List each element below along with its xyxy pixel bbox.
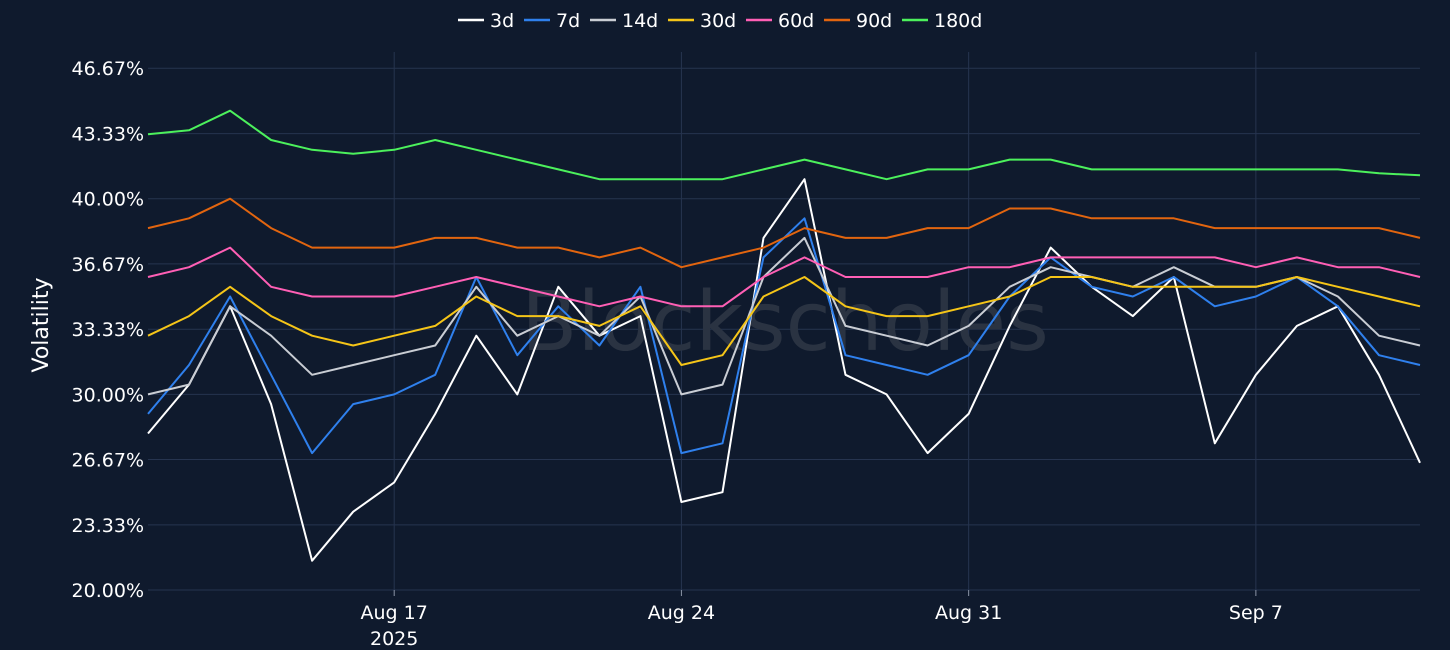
watermark: Blockscholes xyxy=(521,275,1049,370)
legend-label: 7d xyxy=(556,10,580,32)
series-line-180d xyxy=(147,109,1421,181)
series-line-14d xyxy=(147,236,1421,396)
legend-item-90d[interactable]: 90d xyxy=(824,10,892,32)
legend-label: 3d xyxy=(490,10,514,32)
x-tick-label: Aug 24 xyxy=(648,602,715,624)
x-tick-label: Aug 17 xyxy=(361,602,428,624)
legend-item-180d[interactable]: 180d xyxy=(902,10,982,32)
x-axis-ticks: Aug 17 2025 Aug 24 Aug 31 Sep 7 xyxy=(361,590,1283,650)
legend-item-30d[interactable]: 30d xyxy=(668,10,736,32)
y-tick-label: 40.00% xyxy=(72,189,144,211)
y-tick-label: 20.00% xyxy=(72,580,144,602)
legend-item-60d[interactable]: 60d xyxy=(746,10,814,32)
grid-lines xyxy=(148,52,1420,591)
series-line-3d xyxy=(147,178,1421,562)
y-tick-label: 36.67% xyxy=(72,254,144,276)
x-tick-year-label: 2025 xyxy=(370,628,418,650)
y-tick-label: 46.67% xyxy=(72,58,144,80)
y-axis-ticks: 20.00% 23.33% 26.67% 30.00% 33.33% 36.67% 40.0… xyxy=(72,58,144,602)
legend-label: 180d xyxy=(934,10,982,32)
x-tick-label: Aug 31 xyxy=(935,602,1002,624)
legend-item-14d[interactable]: 14d xyxy=(590,10,658,32)
legend-item-3d[interactable]: 3d xyxy=(458,10,514,32)
y-tick-label: 26.67% xyxy=(72,450,144,472)
legend-label: 90d xyxy=(856,10,892,32)
y-tick-label: 43.33% xyxy=(72,124,144,146)
legend-item-7d[interactable]: 7d xyxy=(524,10,580,32)
series-line-60d xyxy=(147,246,1421,308)
y-tick-label: 33.33% xyxy=(72,319,144,341)
y-tick-label: 23.33% xyxy=(72,515,144,537)
legend: 3d 7d 14d 30d 60d 90d 180d xyxy=(458,10,982,32)
series-line-90d xyxy=(147,197,1421,269)
legend-label: 14d xyxy=(622,10,658,32)
x-tick-label: Sep 7 xyxy=(1229,602,1283,624)
legend-label: 60d xyxy=(778,10,814,32)
legend-label: 30d xyxy=(700,10,736,32)
series-line-30d xyxy=(147,276,1421,366)
y-axis-title: Volatility xyxy=(29,277,54,372)
series-lines xyxy=(147,109,1421,562)
y-tick-label: 30.00% xyxy=(72,384,144,406)
